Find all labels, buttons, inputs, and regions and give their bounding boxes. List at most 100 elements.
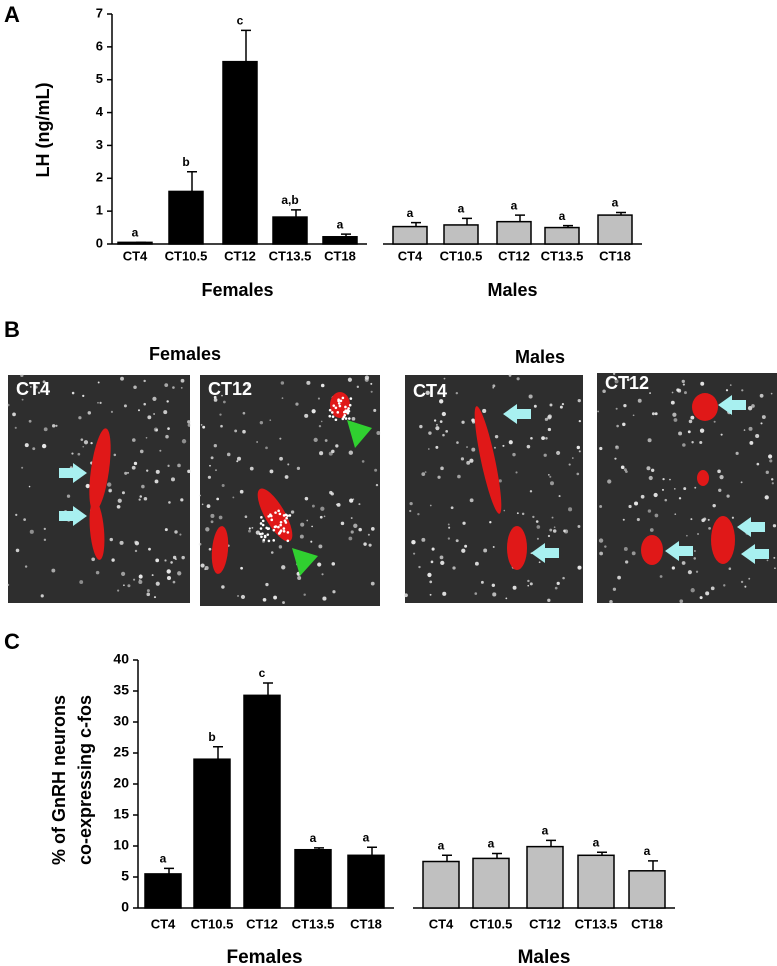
speckle <box>687 430 691 434</box>
speckle <box>166 576 172 581</box>
speckle <box>661 488 664 491</box>
speckle <box>447 537 451 540</box>
speckle <box>442 433 445 437</box>
speckle <box>640 494 645 499</box>
speckle <box>726 494 730 498</box>
speckle <box>370 581 375 586</box>
speckle <box>427 572 432 578</box>
y-tick-label: 4 <box>96 104 104 119</box>
speckle <box>547 415 552 420</box>
speckle <box>123 584 125 587</box>
speckle <box>210 456 214 460</box>
speckle <box>755 433 760 439</box>
bar <box>193 758 231 909</box>
speckle <box>28 419 32 423</box>
speckle <box>547 598 551 602</box>
speckle <box>117 498 122 503</box>
speckle <box>322 596 327 601</box>
speckle <box>625 560 629 564</box>
speckle <box>659 575 663 578</box>
speckle <box>319 451 324 456</box>
speckle <box>637 398 642 403</box>
speckle <box>177 571 182 576</box>
bar <box>168 190 204 245</box>
x-tick-label: CT12 <box>498 248 530 263</box>
speckle <box>138 409 140 412</box>
speckle <box>350 530 354 534</box>
speckle <box>628 504 632 509</box>
y-tick-label: 6 <box>96 38 103 53</box>
speckle <box>370 527 375 531</box>
speckle <box>556 581 560 585</box>
speckle <box>766 559 769 562</box>
speckle <box>199 494 201 497</box>
speckle <box>598 538 604 543</box>
neuron <box>474 406 502 514</box>
speckle <box>771 482 774 485</box>
speckle <box>679 599 684 604</box>
speckle <box>117 589 120 592</box>
speckle <box>708 526 711 530</box>
speckle <box>6 403 10 407</box>
label-cluster <box>339 399 343 403</box>
speckle <box>622 518 625 521</box>
speckle <box>498 479 502 483</box>
speckle <box>735 451 739 455</box>
speckle <box>121 491 125 495</box>
speckle <box>43 538 47 542</box>
speckle <box>695 570 699 573</box>
speckle <box>646 466 651 471</box>
speckle <box>66 494 71 498</box>
speckle <box>282 601 285 604</box>
speckle <box>765 470 769 474</box>
speckle <box>728 567 732 571</box>
speckle <box>320 420 323 423</box>
bar <box>347 854 385 909</box>
speckle <box>113 453 117 457</box>
neuron <box>89 428 111 512</box>
label-cluster <box>278 512 282 516</box>
speckle <box>24 565 28 568</box>
speckle <box>693 557 697 560</box>
speckle <box>554 586 558 590</box>
speckle <box>684 391 687 395</box>
speckle <box>213 398 218 402</box>
speckle <box>492 386 495 389</box>
speckle <box>549 528 553 532</box>
speckle <box>549 403 553 407</box>
error-bar <box>411 221 421 227</box>
speckle <box>269 469 274 474</box>
neuron <box>641 535 663 565</box>
speckle <box>723 584 726 587</box>
micrograph-background <box>597 373 777 603</box>
error-bar <box>241 29 251 62</box>
speckle <box>547 427 552 432</box>
speckle <box>687 570 692 575</box>
label-cluster <box>279 523 282 527</box>
micrograph <box>597 372 777 604</box>
label-cluster <box>286 531 290 534</box>
speckle <box>568 507 573 512</box>
speckle <box>669 478 671 481</box>
label-cluster <box>266 527 270 531</box>
speckle <box>95 570 100 575</box>
y-tick-label: 7 <box>96 5 103 20</box>
speckle <box>221 484 225 488</box>
speckle <box>612 372 616 375</box>
speckle <box>521 512 525 516</box>
speckle <box>623 404 627 408</box>
speckle <box>133 578 136 581</box>
y-tick-label: 10 <box>113 837 129 853</box>
speckle <box>654 513 659 518</box>
x-tick-label: CT4 <box>123 248 148 263</box>
speckle <box>200 423 203 426</box>
micrograph <box>198 375 381 606</box>
speckle <box>636 517 640 522</box>
speckle <box>541 436 545 441</box>
speckle <box>607 479 612 484</box>
speckle <box>180 386 183 389</box>
speckle <box>310 540 313 543</box>
label-cluster <box>279 520 283 524</box>
speckle <box>719 475 724 480</box>
speckle <box>336 502 341 507</box>
